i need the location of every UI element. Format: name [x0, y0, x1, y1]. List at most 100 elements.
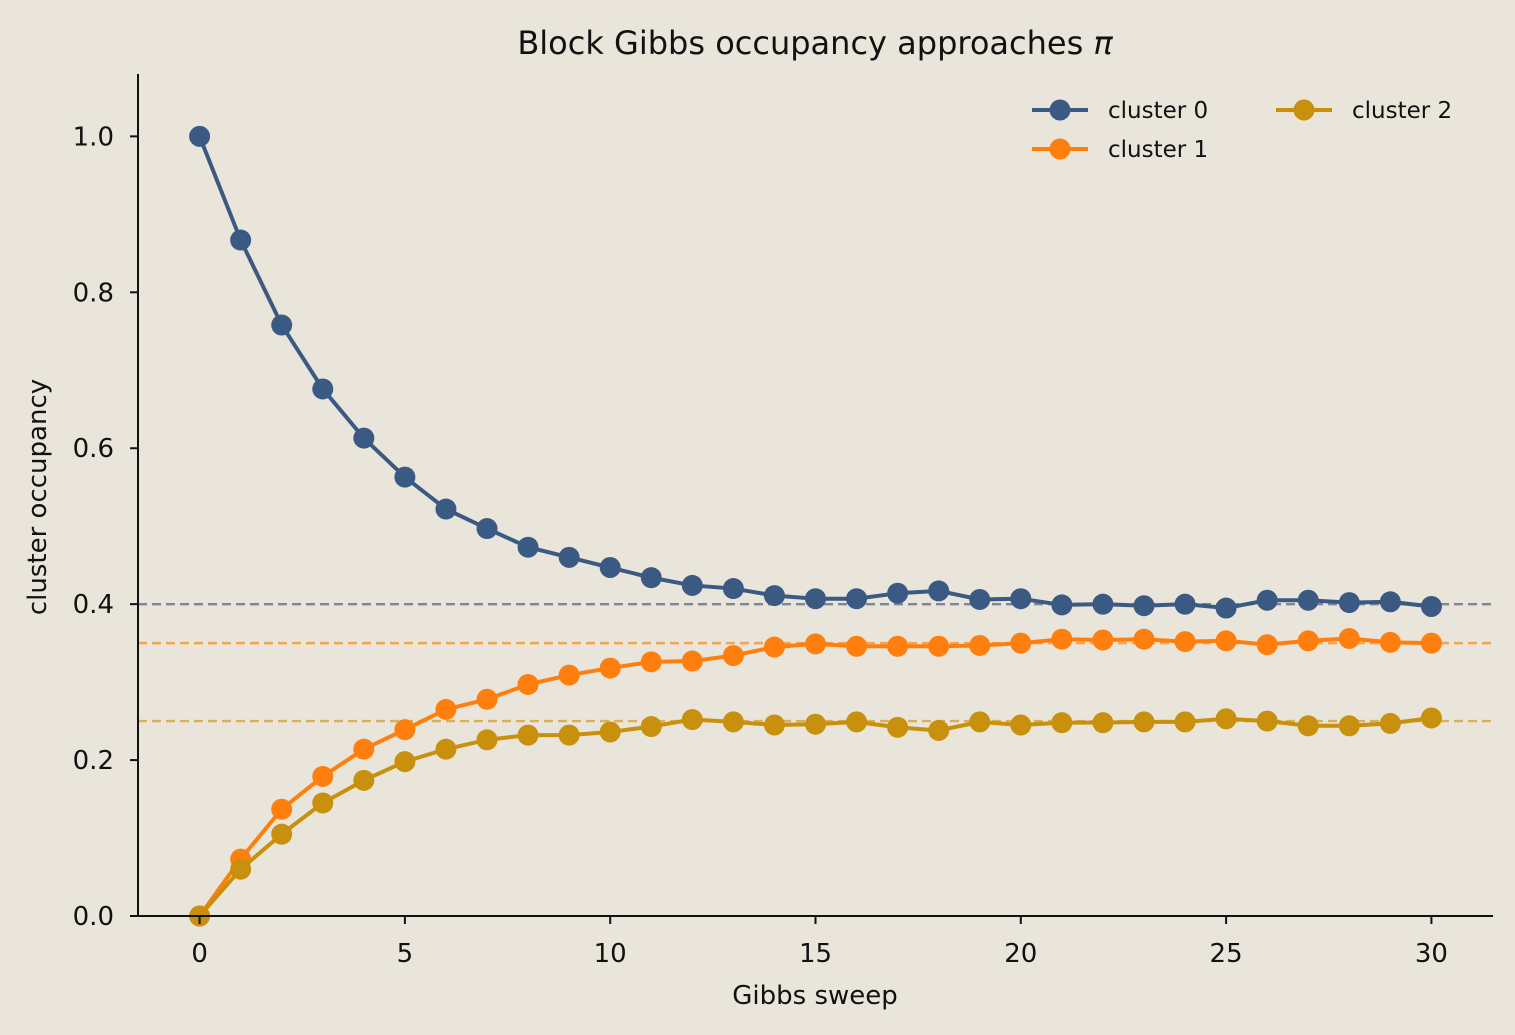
legend-item-2: cluster 2 [1276, 98, 1452, 124]
data-point [1010, 588, 1032, 610]
data-point [846, 711, 868, 733]
legend-item-1: cluster 1 [1032, 137, 1208, 163]
data-point [640, 651, 662, 673]
data-point [1215, 630, 1237, 652]
data-point [558, 546, 580, 568]
data-point [189, 125, 211, 147]
series-1 [189, 627, 1442, 927]
x-tick-label: 15 [799, 939, 832, 969]
data-point [1092, 712, 1114, 734]
data-point [1174, 593, 1196, 615]
y-tick-label: 0.8 [73, 278, 114, 308]
data-point [230, 858, 252, 880]
y-tick-label: 0.4 [73, 590, 114, 620]
data-point [1051, 628, 1073, 650]
data-point [1256, 710, 1278, 732]
data-point [517, 673, 539, 695]
data-point [1297, 630, 1319, 652]
data-point [805, 713, 826, 735]
data-point [969, 711, 991, 733]
legend-item-0: cluster 0 [1032, 98, 1208, 124]
data-point [887, 635, 909, 657]
data-point [1092, 629, 1114, 651]
data-point [928, 580, 950, 602]
chart-title-symbol: π [1093, 24, 1113, 62]
data-point [1174, 711, 1196, 733]
x-axis-label: Gibbs sweep [732, 981, 898, 1011]
legend: cluster 0 cluster 1 cluster 2 [1032, 98, 1452, 163]
data-point [312, 378, 334, 400]
data-point [1420, 595, 1442, 617]
x-tick-label: 30 [1415, 939, 1448, 969]
data-point [1379, 591, 1401, 613]
data-point [271, 823, 293, 845]
data-point [599, 557, 621, 579]
legend-swatch-marker [1049, 99, 1071, 121]
data-point [1338, 715, 1360, 737]
x-tick-label: 5 [397, 939, 414, 969]
data-point [1215, 708, 1237, 730]
data-point [1133, 711, 1155, 733]
data-point [517, 536, 539, 558]
data-point [722, 711, 744, 733]
data-point [722, 645, 744, 667]
y-tick-label: 0.6 [73, 434, 114, 464]
data-point [1010, 632, 1032, 654]
y-axis-label: cluster occupancy [23, 379, 53, 615]
data-point [394, 466, 416, 488]
data-point [476, 729, 498, 751]
data-point [1215, 597, 1237, 619]
data-point [271, 314, 293, 336]
data-point [517, 724, 539, 746]
data-point [722, 578, 744, 600]
series-line-2 [198, 715, 1432, 918]
data-point [271, 798, 293, 820]
data-point [681, 650, 703, 672]
y-tick-label: 1.0 [73, 122, 114, 152]
x-tick-label: 20 [1004, 939, 1037, 969]
data-point [230, 229, 252, 251]
data-point [435, 698, 457, 720]
data-point [558, 724, 580, 746]
data-point [1379, 631, 1401, 653]
x-tick-label: 0 [191, 939, 208, 969]
series-2 [189, 707, 1442, 927]
data-point [846, 588, 868, 610]
data-point [846, 635, 868, 657]
data-point [1133, 595, 1155, 617]
data-point [312, 765, 334, 787]
y-tick-label: 0.0 [73, 902, 114, 932]
data-point [1338, 592, 1360, 614]
data-point [887, 582, 909, 604]
data-point [1379, 712, 1401, 734]
data-point [640, 567, 662, 589]
data-point [1092, 593, 1114, 615]
data-point [599, 721, 621, 743]
data-point [1256, 634, 1278, 656]
data-point [805, 588, 826, 610]
series-layer [189, 125, 1442, 927]
x-tick-label: 10 [594, 939, 627, 969]
legend-swatch-marker [1293, 99, 1315, 121]
data-point [763, 714, 785, 736]
data-point [353, 769, 375, 791]
legend-label: cluster 1 [1108, 137, 1208, 163]
data-point [476, 518, 498, 540]
data-point [394, 719, 416, 741]
data-point [353, 738, 375, 760]
data-point [1420, 707, 1442, 729]
data-point [805, 633, 826, 655]
data-point [1174, 631, 1196, 653]
data-point [1297, 715, 1319, 737]
data-point [1256, 589, 1278, 611]
data-point [681, 574, 703, 596]
data-point [928, 635, 950, 657]
data-point [887, 716, 909, 738]
legend-label: cluster 0 [1108, 98, 1208, 124]
data-point [763, 636, 785, 658]
data-point [353, 427, 375, 449]
y-tick-label: 0.2 [73, 746, 114, 776]
data-point [969, 588, 991, 610]
data-point [681, 709, 703, 731]
data-point [435, 498, 457, 520]
